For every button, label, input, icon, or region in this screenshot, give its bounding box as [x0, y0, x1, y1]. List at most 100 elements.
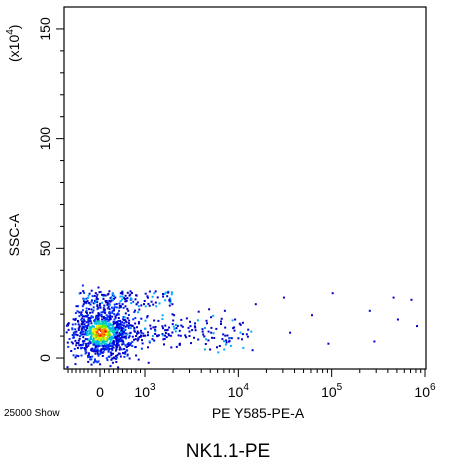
data-point-623	[95, 336, 98, 339]
data-point-208	[104, 317, 107, 319]
data-point-1011	[242, 346, 245, 349]
data-point-1080	[115, 326, 118, 329]
data-point-865	[93, 341, 96, 344]
data-point-1113	[102, 295, 105, 298]
data-point-635	[106, 330, 109, 333]
data-point-144	[78, 335, 81, 338]
data-point-348	[109, 300, 112, 303]
data-point-1201	[85, 300, 87, 303]
y-multiplier-close: )	[6, 25, 22, 30]
data-point-1132	[124, 294, 127, 297]
data-point-809	[102, 347, 105, 350]
data-point-629	[75, 342, 78, 344]
data-point-853	[108, 326, 111, 329]
data-point-1198	[130, 292, 133, 294]
data-point-781	[80, 318, 83, 321]
data-point-122	[106, 320, 109, 323]
data-point-1094	[223, 348, 226, 351]
data-point-1148	[143, 300, 146, 302]
data-point-755	[106, 316, 109, 319]
data-point-650	[74, 339, 77, 342]
data-point-1182	[154, 301, 157, 304]
data-point-1213	[121, 303, 124, 306]
data-point-802	[108, 308, 111, 311]
data-point-608	[111, 325, 114, 328]
data-point-761	[90, 338, 93, 340]
data-point-907	[210, 326, 213, 329]
data-point-974	[206, 322, 208, 325]
data-point-1089	[171, 331, 174, 334]
data-point-1086	[124, 312, 127, 315]
data-point-699	[90, 363, 93, 366]
data-point-984	[138, 336, 141, 338]
data-point-1090	[251, 349, 254, 352]
data-point-70	[112, 352, 114, 355]
data-point-1088	[167, 333, 170, 336]
data-point-805	[126, 354, 129, 357]
data-point-994	[146, 315, 149, 318]
data-point-965	[250, 330, 253, 333]
data-point-498	[84, 349, 87, 352]
data-point-620	[96, 329, 99, 331]
data-point-1016	[127, 309, 130, 312]
data-point-758	[74, 323, 77, 326]
data-point-3	[107, 338, 109, 341]
data-point-22	[109, 314, 112, 317]
data-point-558	[121, 292, 124, 295]
data-point-406	[119, 321, 122, 324]
data-point-130	[111, 357, 114, 360]
data-point-641	[100, 313, 103, 316]
data-point-1026	[210, 316, 213, 319]
data-point-943	[181, 325, 184, 328]
data-point-512	[96, 348, 99, 351]
data-point-1146	[102, 293, 105, 296]
data-point-1038	[175, 327, 178, 330]
data-point-1102	[141, 342, 144, 345]
data-point-1220	[114, 296, 117, 299]
data-point-773	[117, 366, 120, 369]
data-point-674	[79, 332, 82, 335]
data-point-1207	[112, 292, 115, 295]
data-point-1024	[224, 343, 227, 346]
data-point-1124	[108, 299, 111, 302]
data-point-969	[134, 322, 137, 325]
data-point-704	[91, 311, 94, 314]
data-point-67	[110, 358, 113, 361]
data-point-1215	[126, 291, 129, 294]
data-point-553	[77, 320, 80, 323]
data-point-232	[115, 332, 118, 335]
data-point-547	[94, 322, 97, 325]
data-point-415	[71, 323, 74, 326]
data-point-1241	[410, 298, 413, 301]
data-point-900	[220, 320, 222, 323]
data-point-830	[90, 349, 93, 351]
data-point-599	[118, 304, 121, 307]
data-point-625	[108, 338, 111, 340]
data-point-1181	[101, 293, 103, 296]
data-point-1033	[164, 329, 167, 332]
data-point-847	[104, 325, 106, 328]
data-point-443	[137, 338, 140, 340]
data-point-823	[85, 312, 88, 315]
data-point-1078	[141, 339, 143, 342]
data-point-776	[104, 328, 106, 331]
data-point-860	[115, 356, 118, 359]
data-point-997	[144, 319, 147, 322]
data-point-795	[74, 363, 77, 366]
data-point-803	[110, 323, 113, 326]
data-point-1150	[130, 302, 133, 305]
data-point-863	[102, 316, 105, 319]
data-point-957	[174, 330, 177, 333]
data-point-374	[110, 354, 113, 357]
data-point-349	[120, 348, 123, 351]
data-point-627	[80, 311, 83, 314]
data-point-896	[191, 329, 194, 332]
data-point-1212	[121, 295, 124, 298]
data-point-632	[113, 313, 116, 316]
data-point-920	[137, 322, 140, 325]
data-point-581	[82, 340, 84, 343]
data-point-1208	[135, 303, 138, 306]
data-point-736	[122, 306, 125, 309]
data-point-485	[108, 316, 111, 319]
data-point-843	[95, 322, 98, 325]
